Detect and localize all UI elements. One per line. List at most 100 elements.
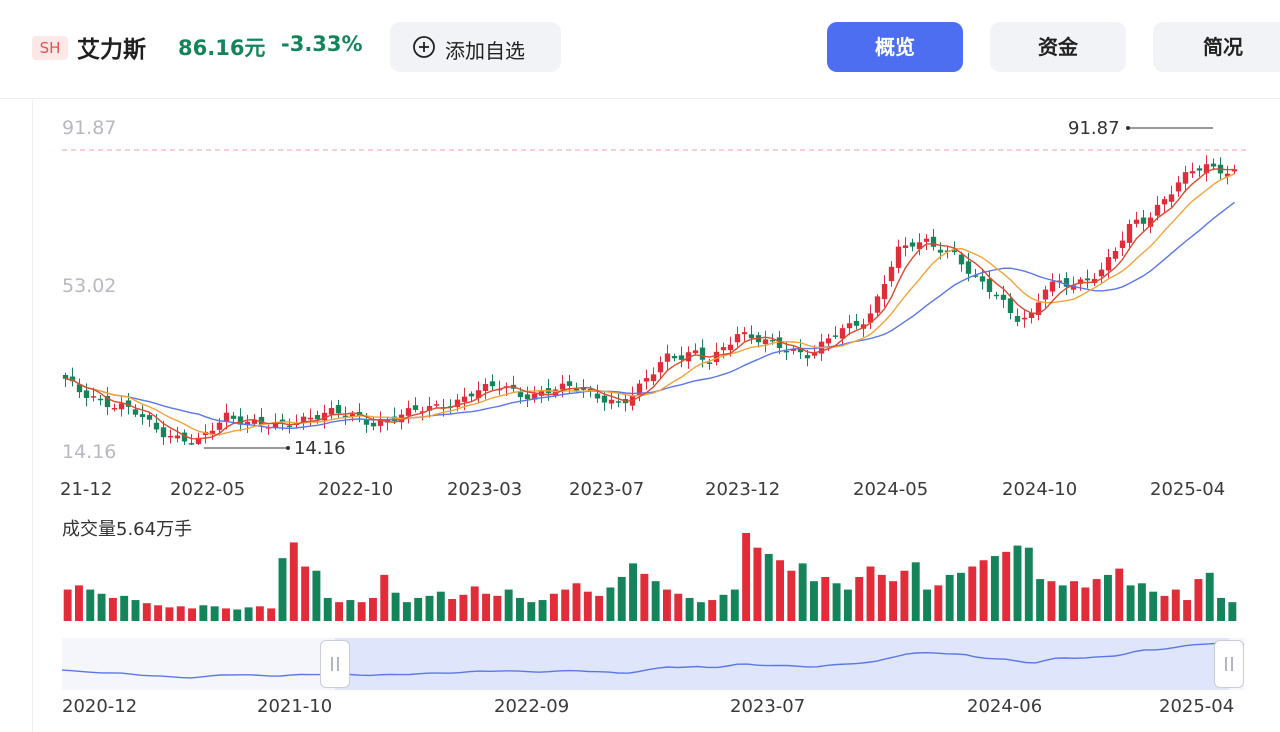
tab-brief[interactable]: 简况 bbox=[1153, 22, 1280, 72]
volume-bar bbox=[764, 553, 773, 621]
candle-body bbox=[349, 414, 356, 417]
candle-body bbox=[776, 337, 783, 349]
volume-bar bbox=[516, 597, 524, 621]
candle-body bbox=[223, 412, 230, 422]
volume-bar bbox=[855, 577, 864, 621]
volume-bar bbox=[1171, 589, 1180, 621]
volume-bar bbox=[470, 586, 479, 621]
volume-bar bbox=[108, 597, 117, 621]
candle-body bbox=[839, 328, 846, 339]
candle-body bbox=[1105, 257, 1112, 271]
volume-bar bbox=[708, 600, 717, 621]
candle-body bbox=[90, 396, 97, 398]
tab-funds[interactable]: 资金 bbox=[990, 22, 1126, 72]
candle-body bbox=[1196, 168, 1203, 171]
volume-label: 成交量5.64万手 bbox=[62, 519, 193, 540]
y-tick-min: 14.16 bbox=[62, 441, 117, 463]
add-to-watchlist-button[interactable]: 添加自选 bbox=[390, 22, 561, 72]
candle-body bbox=[195, 437, 202, 444]
candle-body bbox=[237, 416, 244, 425]
volume-bar bbox=[900, 570, 909, 621]
candle-body bbox=[853, 320, 860, 326]
volume-bar bbox=[188, 608, 196, 621]
candle-body bbox=[328, 408, 335, 415]
candle-body bbox=[118, 403, 125, 410]
candle-body bbox=[125, 400, 132, 407]
candle-body bbox=[888, 266, 895, 282]
candle-body bbox=[867, 313, 874, 323]
candle-body bbox=[1224, 173, 1231, 177]
candle-body bbox=[727, 344, 734, 351]
volume-bar bbox=[1024, 547, 1033, 621]
candle-body bbox=[720, 347, 727, 351]
candle-body bbox=[741, 332, 748, 335]
volume-bar bbox=[674, 593, 683, 621]
candle-body bbox=[762, 339, 769, 345]
volume-bar bbox=[866, 566, 875, 621]
candle-body bbox=[874, 296, 881, 313]
candle-body bbox=[1112, 251, 1119, 259]
volume-bar bbox=[493, 595, 502, 621]
volume-bar bbox=[1115, 568, 1124, 621]
max-annotation-dot bbox=[1126, 126, 1130, 130]
candle-body bbox=[951, 250, 958, 253]
volume-bar bbox=[1217, 597, 1225, 621]
ma20-line bbox=[65, 201, 1235, 430]
candle-body bbox=[692, 350, 699, 354]
candle-body bbox=[1147, 217, 1154, 227]
candle-body bbox=[713, 351, 720, 362]
candle-body bbox=[258, 416, 265, 426]
volume-bar bbox=[832, 583, 841, 621]
candle-body bbox=[1133, 219, 1140, 224]
volume-bar bbox=[640, 573, 649, 621]
navigator-date: 2024-06 bbox=[967, 696, 1043, 717]
volume-bar bbox=[278, 558, 287, 621]
candle-body bbox=[1035, 302, 1042, 316]
candle-body bbox=[517, 391, 524, 398]
volume-bar bbox=[301, 566, 310, 621]
candle-body bbox=[930, 236, 937, 247]
x-tick: 2022-10 bbox=[318, 479, 394, 500]
candle-body bbox=[937, 249, 944, 253]
x-tick: 2024-10 bbox=[1002, 479, 1078, 500]
candle-body bbox=[573, 388, 580, 391]
tab-overview[interactable]: 概览 bbox=[827, 22, 963, 72]
candle-body bbox=[1091, 278, 1098, 284]
range-left-handle[interactable] bbox=[320, 640, 350, 688]
candle-body bbox=[489, 381, 496, 387]
volume-bar bbox=[583, 591, 592, 621]
volume-bar bbox=[1104, 574, 1112, 621]
candle-body bbox=[895, 246, 902, 268]
candle-body bbox=[363, 419, 370, 425]
candle-body bbox=[146, 415, 153, 420]
volume-bar bbox=[1126, 585, 1135, 621]
candle-body bbox=[615, 401, 622, 403]
candle-body bbox=[916, 242, 923, 250]
candle-body bbox=[832, 335, 839, 337]
volume-bar bbox=[527, 602, 536, 621]
candle-body bbox=[412, 405, 419, 410]
candle-body bbox=[188, 443, 195, 445]
volume-bar bbox=[934, 585, 943, 621]
candle-body bbox=[153, 422, 160, 430]
navigator-date: 2023-07 bbox=[730, 696, 806, 717]
add-to-watchlist-label: 添加自选 bbox=[445, 39, 525, 63]
volume-bar bbox=[335, 602, 343, 621]
candle-body bbox=[314, 415, 321, 420]
stock-change-percent: -3.33% bbox=[281, 32, 363, 56]
volume-bar bbox=[1081, 587, 1090, 621]
range-right-handle[interactable] bbox=[1214, 640, 1244, 688]
candle-body bbox=[846, 323, 853, 329]
volume-bar bbox=[1002, 551, 1011, 621]
stock-header: SH 艾力斯 86.16元 -3.33% 添加自选 概览 资金 简况 bbox=[0, 0, 1280, 99]
min-price-annotation: 14.16 bbox=[294, 438, 346, 459]
plus-circle-icon bbox=[413, 36, 435, 58]
volume-bar bbox=[1070, 581, 1078, 621]
volume-bar bbox=[651, 581, 660, 621]
x-tick: 2023-03 bbox=[447, 479, 523, 500]
volume-bar bbox=[810, 581, 818, 621]
volume-bar bbox=[1160, 595, 1169, 621]
candle-body bbox=[1077, 279, 1084, 284]
volume-bar bbox=[990, 556, 999, 621]
